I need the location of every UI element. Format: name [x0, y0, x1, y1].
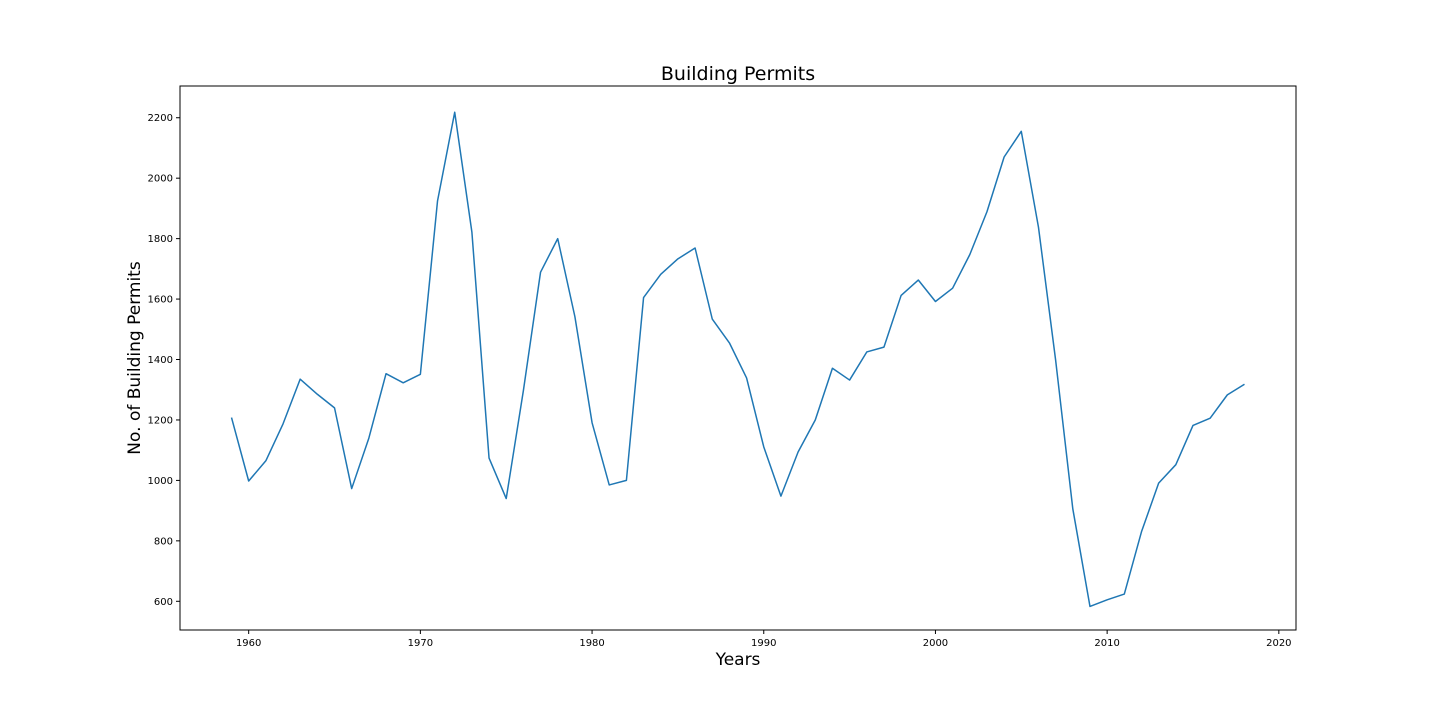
y-tick-label: 2000 — [148, 174, 173, 185]
x-tick-label: 1990 — [751, 638, 776, 649]
y-axis: 600 800 1000 1200 1400 1600 1800 2000 2200 — [148, 113, 180, 608]
y-tick-label: 1400 — [148, 355, 173, 366]
x-tick-label: 1970 — [408, 638, 433, 649]
chart-title: Building Permits — [661, 63, 815, 85]
series-line-0 — [230, 111, 1245, 608]
y-tick-label: 2200 — [148, 113, 173, 124]
y-axis-label: No. of Building Permits — [125, 261, 145, 455]
y-tick-label: 1200 — [148, 415, 173, 426]
plot-frame — [179, 85, 1297, 631]
plot-area — [179, 85, 1297, 631]
x-tick-label: 1980 — [579, 638, 604, 649]
x-tick-label: 2020 — [1266, 638, 1291, 649]
y-tick-label: 1600 — [148, 295, 173, 306]
y-tick-label: 600 — [154, 597, 173, 608]
x-axis: 1960 1970 1980 1990 2000 2010 2020 — [236, 630, 1292, 649]
x-tick-label: 1960 — [236, 638, 261, 649]
x-axis-label: Years — [715, 650, 761, 670]
x-tick-label: 2000 — [923, 638, 948, 649]
x-tick-label: 2010 — [1094, 638, 1119, 649]
y-tick-label: 1000 — [148, 476, 173, 487]
y-tick-label: 1800 — [148, 234, 173, 245]
y-tick-label: 800 — [154, 536, 173, 547]
